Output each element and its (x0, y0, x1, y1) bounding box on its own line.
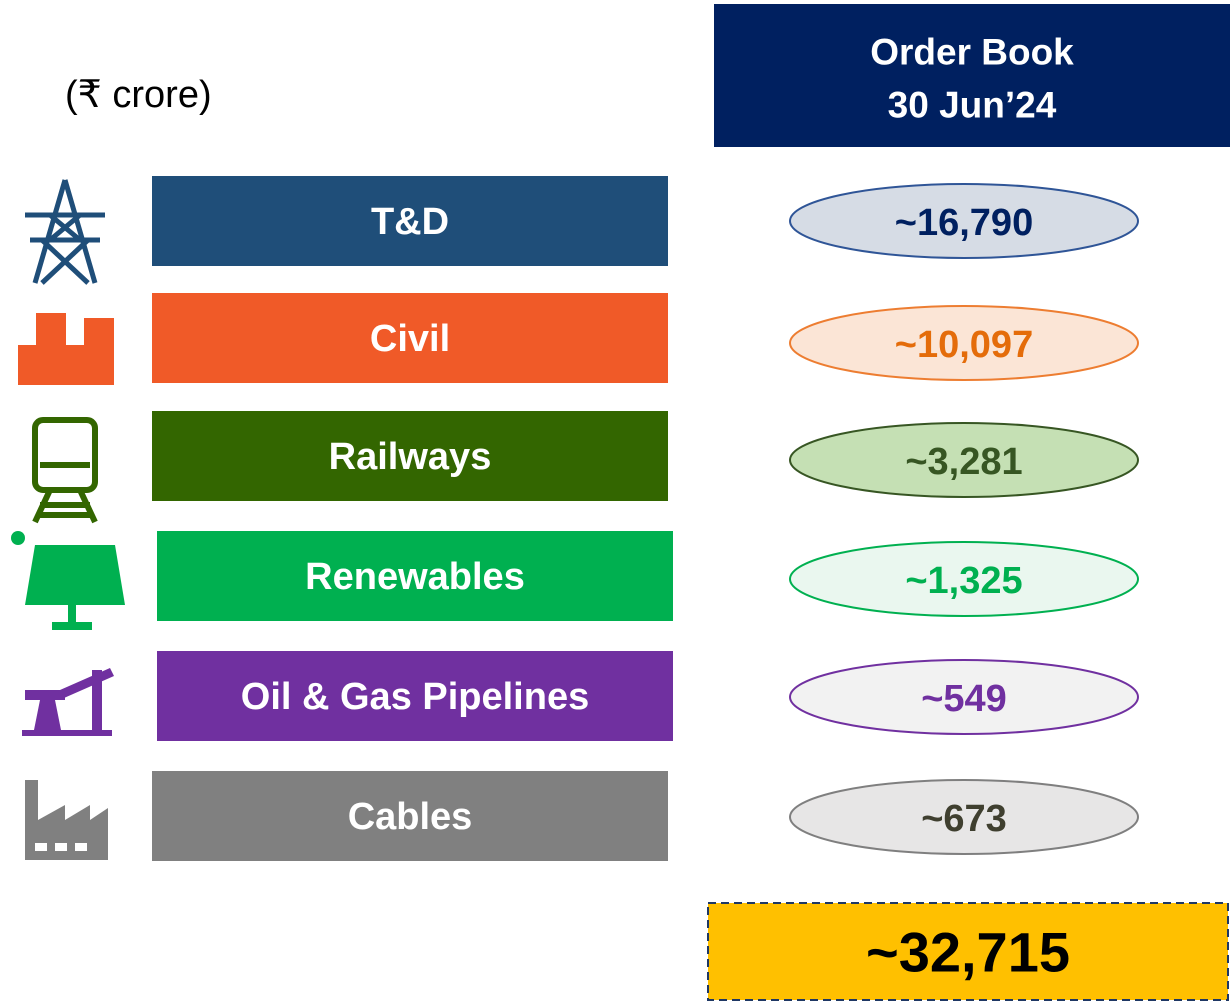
segment-value: ~1,325 (905, 560, 1022, 602)
header-line: Order Book (870, 32, 1074, 73)
header-line: 30 Jun’24 (888, 85, 1057, 126)
factory-icon (25, 780, 108, 860)
solar-icon (11, 531, 125, 630)
total-value: ~32,715 (866, 921, 1070, 984)
total-box (707, 902, 1229, 1001)
segment-label: Renewables (305, 556, 525, 598)
segment-value: ~16,790 (895, 202, 1033, 244)
value-ellipse (789, 659, 1139, 735)
tower-icon (25, 179, 105, 285)
segment-label: T&D (371, 201, 449, 243)
segment-bar (152, 176, 668, 266)
segment-label: Railways (329, 436, 492, 478)
value-ellipse (789, 779, 1139, 855)
train-icon (32, 417, 98, 524)
segment-bar (152, 293, 668, 383)
building-icon (18, 313, 114, 385)
segment-value: ~3,281 (905, 441, 1022, 483)
segment-value: ~673 (921, 798, 1007, 840)
segment-value: ~10,097 (895, 324, 1033, 366)
value-ellipse (789, 183, 1139, 259)
segment-label: Oil & Gas Pipelines (241, 676, 589, 718)
segment-label: Civil (370, 318, 450, 360)
segment-bar (152, 771, 668, 861)
pump-icon (22, 668, 114, 736)
segment-bar (152, 411, 668, 501)
value-ellipse (789, 541, 1139, 617)
segment-bar (157, 531, 673, 621)
value-ellipse (789, 422, 1139, 498)
value-ellipse (789, 305, 1139, 381)
header-box (714, 4, 1230, 147)
segment-label: Cables (348, 796, 473, 838)
segment-value: ~549 (921, 678, 1007, 720)
segment-bar (157, 651, 673, 741)
unit: (₹ crore) (65, 74, 212, 116)
